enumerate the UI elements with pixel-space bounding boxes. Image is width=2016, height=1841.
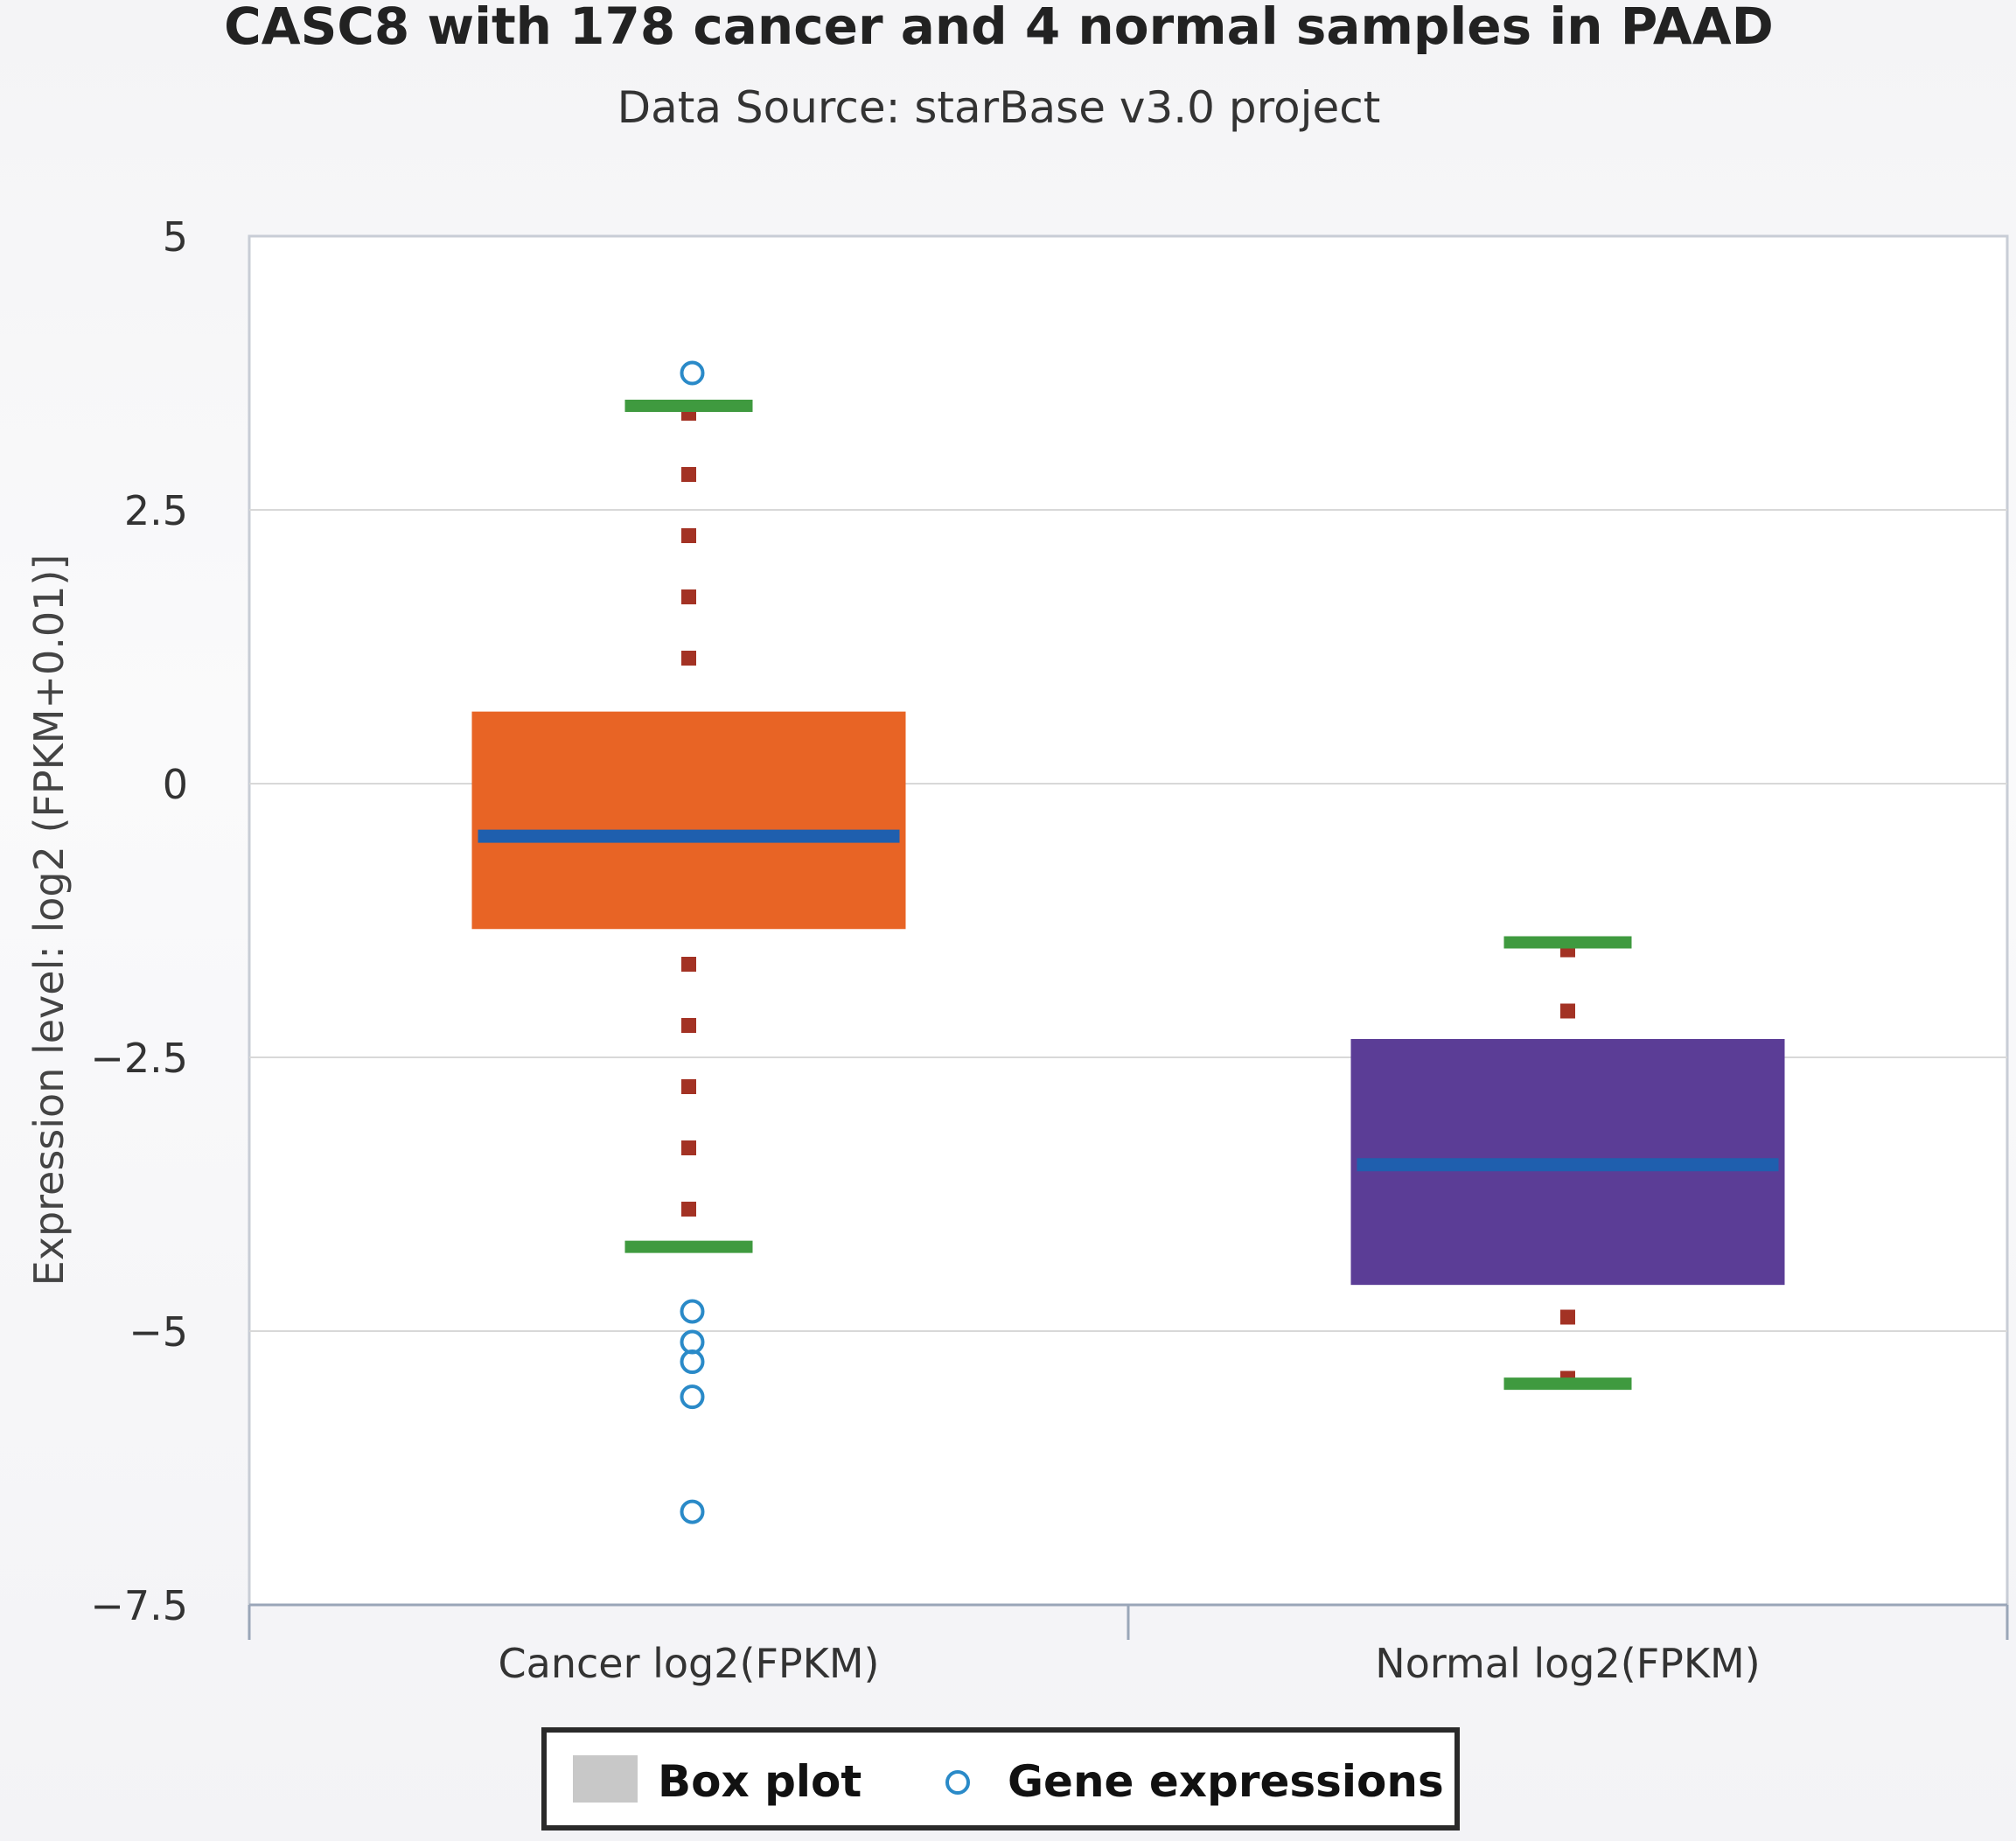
x-tick-label: Cancer log2(FPKM) bbox=[499, 1640, 880, 1687]
outlier-point bbox=[680, 1299, 705, 1324]
y-tick-label: 0 bbox=[163, 761, 188, 808]
outlier-point bbox=[680, 1384, 705, 1410]
legend-gene-expressions-label: Gene expressions bbox=[1008, 1756, 1444, 1807]
outlier-point bbox=[680, 360, 705, 386]
outlier-point bbox=[680, 1349, 705, 1375]
legend-frame bbox=[541, 1727, 1460, 1831]
y-axis-ticks: 5 2.5 0 −2.5 −5 −7.5 bbox=[90, 213, 188, 1629]
chart-subtitle: Data Source: starBase v3.0 project bbox=[617, 82, 1381, 133]
legend: Box plot Gene expressions bbox=[541, 1727, 1460, 1831]
y-tick-label: −2.5 bbox=[90, 1035, 188, 1082]
legend-box-plot-marker bbox=[573, 1755, 638, 1803]
y-axis-label: Expression level: log2 (FPKM+0.01)] bbox=[25, 554, 73, 1287]
x-axis-ticks: Cancer log2(FPKM) Normal log2(FPKM) bbox=[248, 1605, 2009, 1687]
y-tick-label: 5 bbox=[163, 213, 188, 261]
outlier-point bbox=[680, 1499, 705, 1524]
legend-gene-expressions-marker bbox=[945, 1770, 970, 1795]
y-tick-label: 2.5 bbox=[124, 487, 188, 534]
box-series bbox=[471, 360, 1785, 1524]
y-tick-label: −5 bbox=[129, 1308, 188, 1356]
x-tick-label: Normal log2(FPKM) bbox=[1375, 1640, 1760, 1687]
box-normal bbox=[1350, 936, 1785, 1391]
box-cancer bbox=[471, 360, 906, 1524]
y-tick-label: −7.5 bbox=[90, 1582, 188, 1629]
legend-box-plot-label: Box plot bbox=[658, 1756, 862, 1807]
iqr-box bbox=[471, 711, 906, 930]
chart-title: CASC8 with 178 cancer and 4 normal sampl… bbox=[224, 0, 1774, 56]
